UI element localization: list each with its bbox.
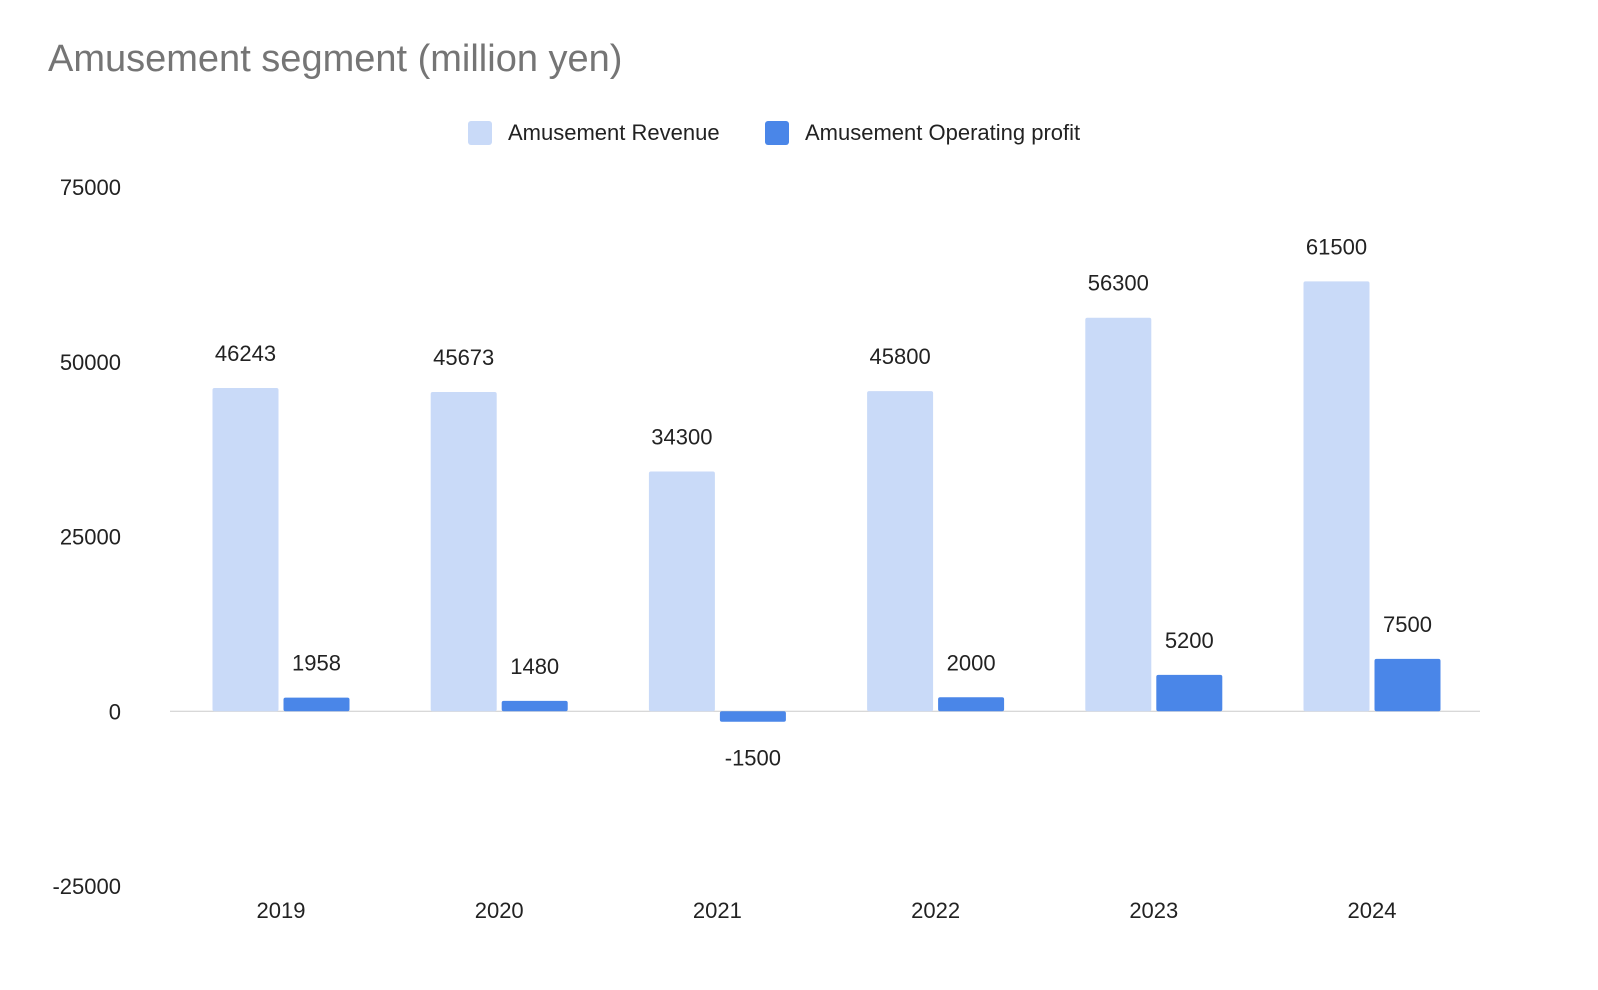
bar-operating-profit bbox=[1374, 658, 1441, 712]
bar-revenue bbox=[867, 391, 934, 712]
data-label-revenue: 56300 bbox=[1088, 271, 1149, 296]
legend-swatch-operating-profit bbox=[765, 121, 789, 145]
x-tick-label: 2020 bbox=[475, 898, 524, 923]
data-label-operating-profit: -1500 bbox=[725, 746, 781, 771]
bar-revenue bbox=[212, 388, 279, 712]
legend-label-revenue: Amusement Revenue bbox=[508, 120, 720, 145]
y-tick-label: 25000 bbox=[60, 525, 121, 550]
x-tick-label: 2019 bbox=[257, 898, 306, 923]
bar-operating-profit bbox=[1156, 674, 1223, 712]
bar-revenue bbox=[1303, 281, 1370, 712]
legend-item-revenue[interactable]: Amusement Revenue bbox=[468, 116, 720, 150]
data-label-operating-profit: 2000 bbox=[947, 650, 996, 675]
legend-label-operating-profit: Amusement Operating profit bbox=[805, 120, 1081, 145]
data-label-revenue: 46243 bbox=[215, 341, 276, 366]
bar-operating-profit bbox=[938, 697, 1005, 712]
data-label-operating-profit: 5200 bbox=[1165, 628, 1214, 653]
y-tick-label: 75000 bbox=[60, 175, 121, 200]
bar-revenue bbox=[648, 471, 715, 712]
bar-operating-profit bbox=[501, 700, 568, 712]
x-tick-label: 2022 bbox=[911, 898, 960, 923]
legend-item-operating-profit[interactable]: Amusement Operating profit bbox=[765, 116, 1080, 150]
legend-swatch-revenue bbox=[468, 121, 492, 145]
data-label-revenue: 34300 bbox=[651, 424, 712, 449]
bar-revenue bbox=[430, 391, 497, 712]
data-label-revenue: 45800 bbox=[870, 344, 931, 369]
x-tick-label: 2024 bbox=[1348, 898, 1397, 923]
data-label-operating-profit: 1958 bbox=[292, 651, 341, 676]
legend: Amusement Revenue Amusement Operating pr… bbox=[0, 116, 1598, 150]
chart-title: Amusement segment (million yen) bbox=[48, 38, 623, 80]
data-label-operating-profit: 1480 bbox=[510, 654, 559, 679]
y-tick-label: 0 bbox=[109, 699, 121, 724]
x-tick-label: 2021 bbox=[693, 898, 742, 923]
data-label-revenue: 45673 bbox=[433, 345, 494, 370]
y-tick-label: 50000 bbox=[60, 350, 121, 375]
data-label-operating-profit: 7500 bbox=[1383, 612, 1432, 637]
bar-operating-profit bbox=[283, 697, 350, 712]
bar-revenue bbox=[1085, 317, 1152, 712]
data-label-revenue: 61500 bbox=[1306, 234, 1367, 259]
y-tick-label: -25000 bbox=[52, 874, 121, 899]
x-tick-label: 2023 bbox=[1129, 898, 1178, 923]
bar-operating-profit bbox=[719, 711, 786, 722]
